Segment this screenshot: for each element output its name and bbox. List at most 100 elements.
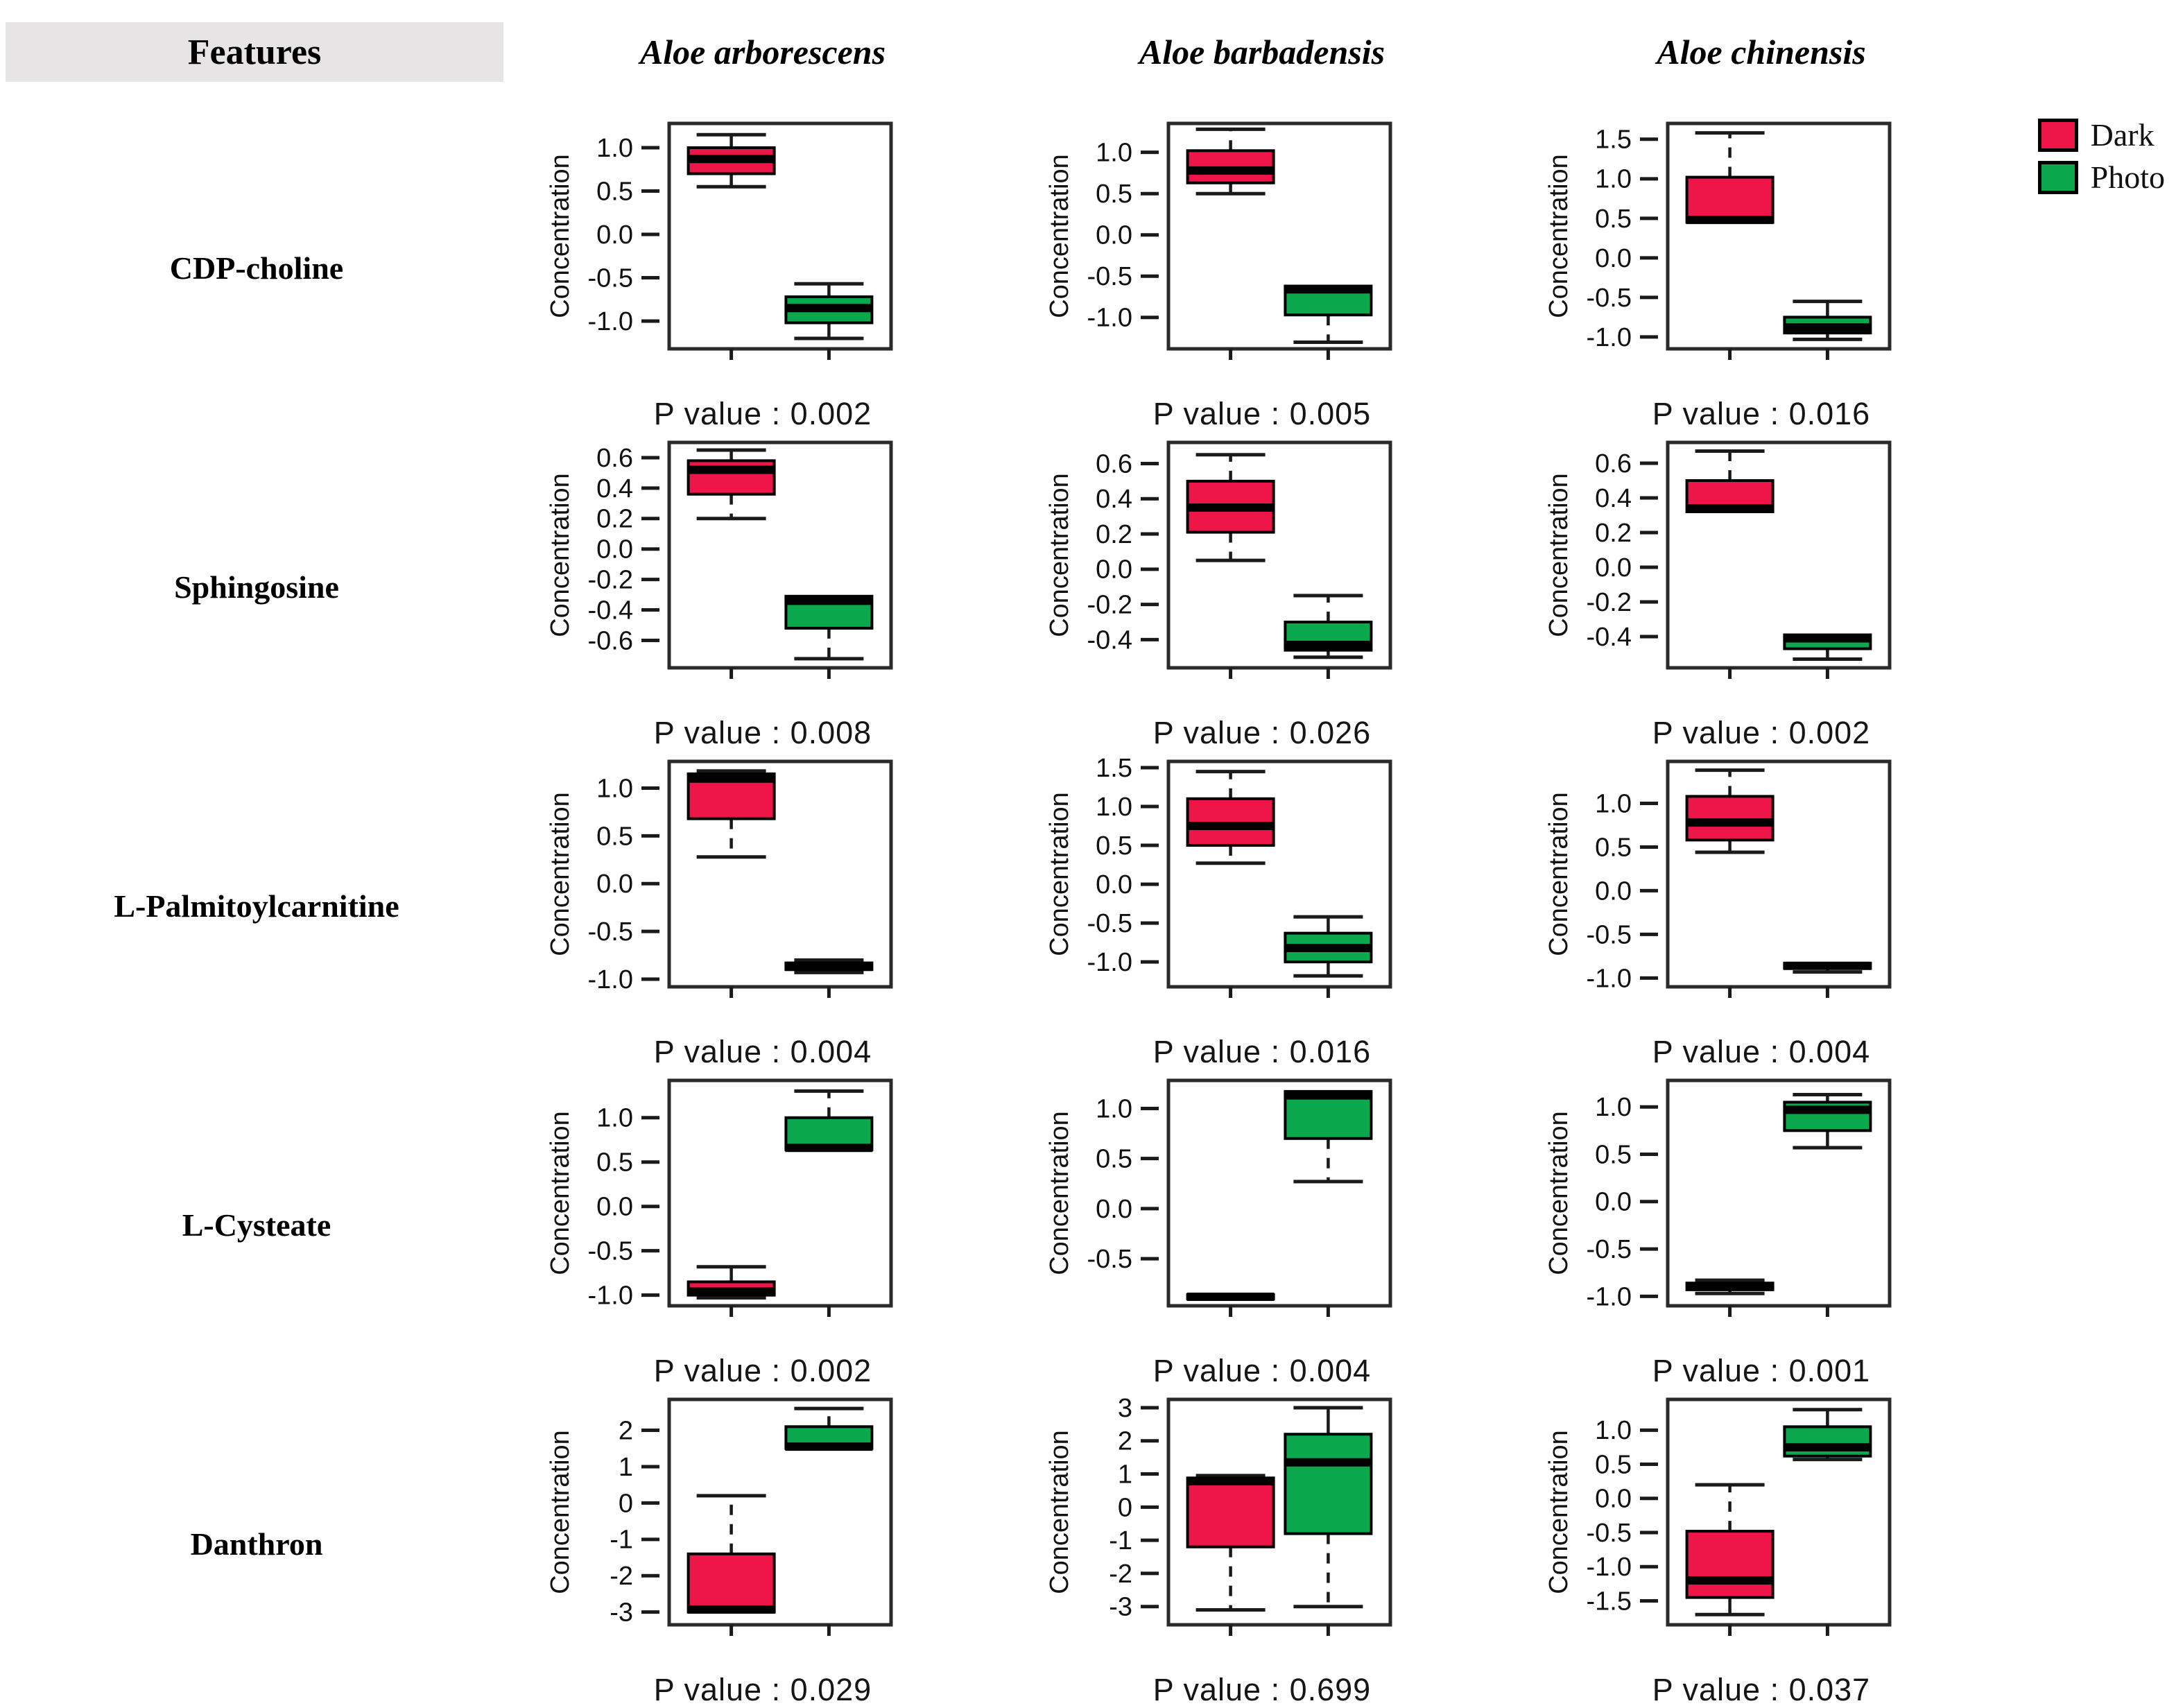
boxplot-svg: 1.0 0.5 0.0 -0.5 -1.0 Concentration [1045,121,1392,360]
svg-text:-2: -2 [1109,1560,1132,1589]
row-danthron: Danthron 2 1 0 -1 -2 -3 Concentration P value … [0,1380,2176,1707]
svg-text:1.0: 1.0 [1595,1093,1632,1122]
svg-text:0.5: 0.5 [596,1148,633,1178]
svg-text:1.0: 1.0 [1595,789,1632,818]
svg-text:0.2: 0.2 [1096,520,1132,549]
legend: Dark Photo [2037,117,2165,201]
svg-text:Concentration: Concentration [1544,1111,1573,1275]
svg-text:-1.0: -1.0 [1087,948,1132,977]
svg-text:1.0: 1.0 [596,1104,633,1133]
boxplot-svg: 3 2 1 0 -1 -2 -3 Concentration [1045,1394,1392,1636]
species-header-chinensis: Aloe chinensis [1657,33,1866,71]
svg-text:0.6: 0.6 [1595,449,1632,478]
svg-text:-0.5: -0.5 [1087,262,1132,291]
boxplot-svg: 1.5 1.0 0.5 0.0 -0.5 -1.0 Concentration [1045,754,1392,998]
svg-text:0: 0 [619,1489,633,1518]
table-header-row: Features Aloe arborescens Aloe barbadens… [0,0,2176,104]
svg-text:1.0: 1.0 [1595,1416,1632,1445]
boxplot-svg: 2 1 0 -1 -2 -3 Concentration [546,1397,893,1636]
svg-text:-1: -1 [1109,1526,1132,1555]
boxplot-canvas: 1.0 0.5 0.0 -0.5 -1.0 Concentration [1040,115,1484,397]
svg-text:-0.5: -0.5 [588,917,633,947]
svg-text:-1.0: -1.0 [1587,1282,1632,1311]
svg-text:2: 2 [1118,1427,1132,1456]
svg-text:-0.5: -0.5 [1587,920,1632,949]
features-header: Features [6,22,503,82]
svg-text:0.2: 0.2 [596,505,633,534]
boxplot-canvas: 0.6 0.4 0.2 0.0 -0.2 -0.4 -0.6 Concentration [541,434,985,716]
legend-label-dark: Dark [2090,117,2155,153]
svg-text:0.0: 0.0 [1096,870,1132,899]
svg-text:-0.2: -0.2 [1087,591,1132,620]
photo-color-swatch [2037,160,2078,194]
svg-text:0.5: 0.5 [1096,1145,1132,1174]
svg-text:0.5: 0.5 [596,177,633,206]
svg-text:2: 2 [619,1416,633,1445]
svg-text:Concentration: Concentration [546,154,575,318]
p-value-label: P value : 0.029 [653,1672,872,1707]
boxplot-l-cysteate-chinensis: 1.0 0.5 0.0 -0.5 -1.0 Concentration P value :… [1512,1061,2011,1389]
boxplot-cdp-choline-arborescens: 1.0 0.5 0.0 -0.5 -1.0 Concentration P value :… [513,104,1012,432]
svg-text:0.5: 0.5 [1595,1450,1632,1479]
svg-text:0: 0 [1118,1493,1132,1522]
svg-text:-0.5: -0.5 [588,264,633,293]
p-value-label: P value : 0.002 [1652,715,1871,750]
boxplot-canvas: 1.0 0.5 0.0 -0.5 -1.0 Concentration [541,115,985,397]
boxplot-canvas: 2 1 0 -1 -2 -3 Concentration [541,1391,985,1673]
boxplot-danthron-barbadensis: 3 2 1 0 -1 -2 -3 Concentration P value : 0.699 [1012,1380,1512,1708]
svg-text:-0.4: -0.4 [1587,623,1632,652]
boxplot-svg: 1.0 0.5 0.0 -0.5 -1.0 -1.5 Concentration [1544,1397,1892,1636]
svg-text:-0.5: -0.5 [1587,1519,1632,1548]
boxplot-svg: 0.6 0.4 0.2 0.0 -0.2 -0.4 Concentration [1544,440,1892,679]
svg-text:0.0: 0.0 [1096,555,1132,585]
svg-text:-1.0: -1.0 [588,307,633,336]
boxplot-sphingosine-chinensis: 0.6 0.4 0.2 0.0 -0.2 -0.4 Concentration P valu… [1512,423,2011,751]
boxplot-canvas: 1.0 0.5 0.0 -0.5 -1.0 -1.5 Concentration [1539,1391,1983,1673]
svg-text:0.5: 0.5 [1595,1140,1632,1169]
boxplot-svg: 1.0 0.5 0.0 -0.5 -1.0 Concentration [546,1078,893,1317]
svg-text:Concentration: Concentration [1544,473,1573,637]
boxplot-danthron-arborescens: 2 1 0 -1 -2 -3 Concentration P value : 0.029 [513,1380,1012,1708]
svg-text:0.0: 0.0 [1595,877,1632,906]
svg-text:Concentration: Concentration [546,1430,575,1594]
p-value-label: P value : 0.004 [1652,1034,1871,1069]
svg-text:-3: -3 [610,1598,633,1628]
svg-text:Concentration: Concentration [1544,154,1573,318]
p-value-label: P value : 0.016 [1152,1034,1372,1069]
p-value-label: P value : 0.699 [1152,1672,1372,1707]
boxplot-svg: 0.60.40.20.0-0.2-0.4-0.6 Concentration [546,440,893,679]
svg-text:0.5: 0.5 [1096,180,1132,209]
svg-text:-0.5: -0.5 [588,1237,633,1266]
boxplot-sphingosine-barbadensis: 0.6 0.4 0.2 0.0 -0.2 -0.4 Concentration P valu… [1012,423,1512,751]
row-l-cysteate: L-Cysteate 1.0 0.5 0.0 -0.5 -1.0 Concentratio… [0,1061,2176,1388]
p-value-label: P value : 0.037 [1652,1672,1871,1707]
feature-label-l-cysteate: L-Cysteate [182,1207,331,1243]
feature-label-cdp-choline: CDP-choline [169,250,344,286]
boxplot-cdp-choline-barbadensis: 1.0 0.5 0.0 -0.5 -1.0 Concentration P value :… [1012,104,1512,432]
svg-text:1.0: 1.0 [1096,139,1132,168]
p-value-label: P value : 0.004 [653,1034,872,1069]
svg-text:-0.6: -0.6 [588,626,633,655]
svg-text:0.2: 0.2 [1595,519,1632,548]
svg-text:0.0: 0.0 [1096,221,1132,250]
svg-text:0.0: 0.0 [1096,1195,1132,1224]
p-value-label: P value : 0.002 [653,396,872,431]
row-sphingosine: Sphingosine 0.6 0.4 0.2 0.0 -0.2 -0.4 -0.6 Conc… [0,423,2176,750]
boxplot-canvas: 1.0 0.5 0.0 -0.5 -1.0 Concentration [541,1072,985,1354]
row-cdp-choline: CDP-choline 1.0 0.5 0.0 -0.5 -1.0 Concentrati… [0,104,2176,431]
boxplot-svg: 1.5 1.0 0.5 0.0 -0.5 -1.0 Concentration [1544,121,1892,360]
svg-text:-2: -2 [610,1562,633,1591]
svg-text:Concentration: Concentration [1544,1430,1573,1594]
svg-text:-0.2: -0.2 [588,566,633,595]
svg-text:-1.0: -1.0 [1587,323,1632,352]
svg-text:-0.2: -0.2 [1587,588,1632,617]
boxplot-svg: 1.0 0.5 0.0 -0.5 -1.0 Concentration [1544,759,1892,998]
svg-text:0.0: 0.0 [596,221,633,250]
svg-text:-0.5: -0.5 [1087,1245,1132,1274]
svg-text:0.0: 0.0 [1595,244,1632,273]
boxplot-l-palmitoylcarnitine-chinensis: 1.0 0.5 0.0 -0.5 -1.0 Concentration P value :… [1512,742,2011,1070]
svg-text:1.0: 1.0 [1595,165,1632,194]
feature-label-danthron: Danthron [190,1526,323,1562]
legend-item-dark: Dark [2037,117,2165,153]
boxplot-danthron-chinensis: 1.0 0.5 0.0 -0.5 -1.0 -1.5 Concentration P val… [1512,1380,2011,1708]
